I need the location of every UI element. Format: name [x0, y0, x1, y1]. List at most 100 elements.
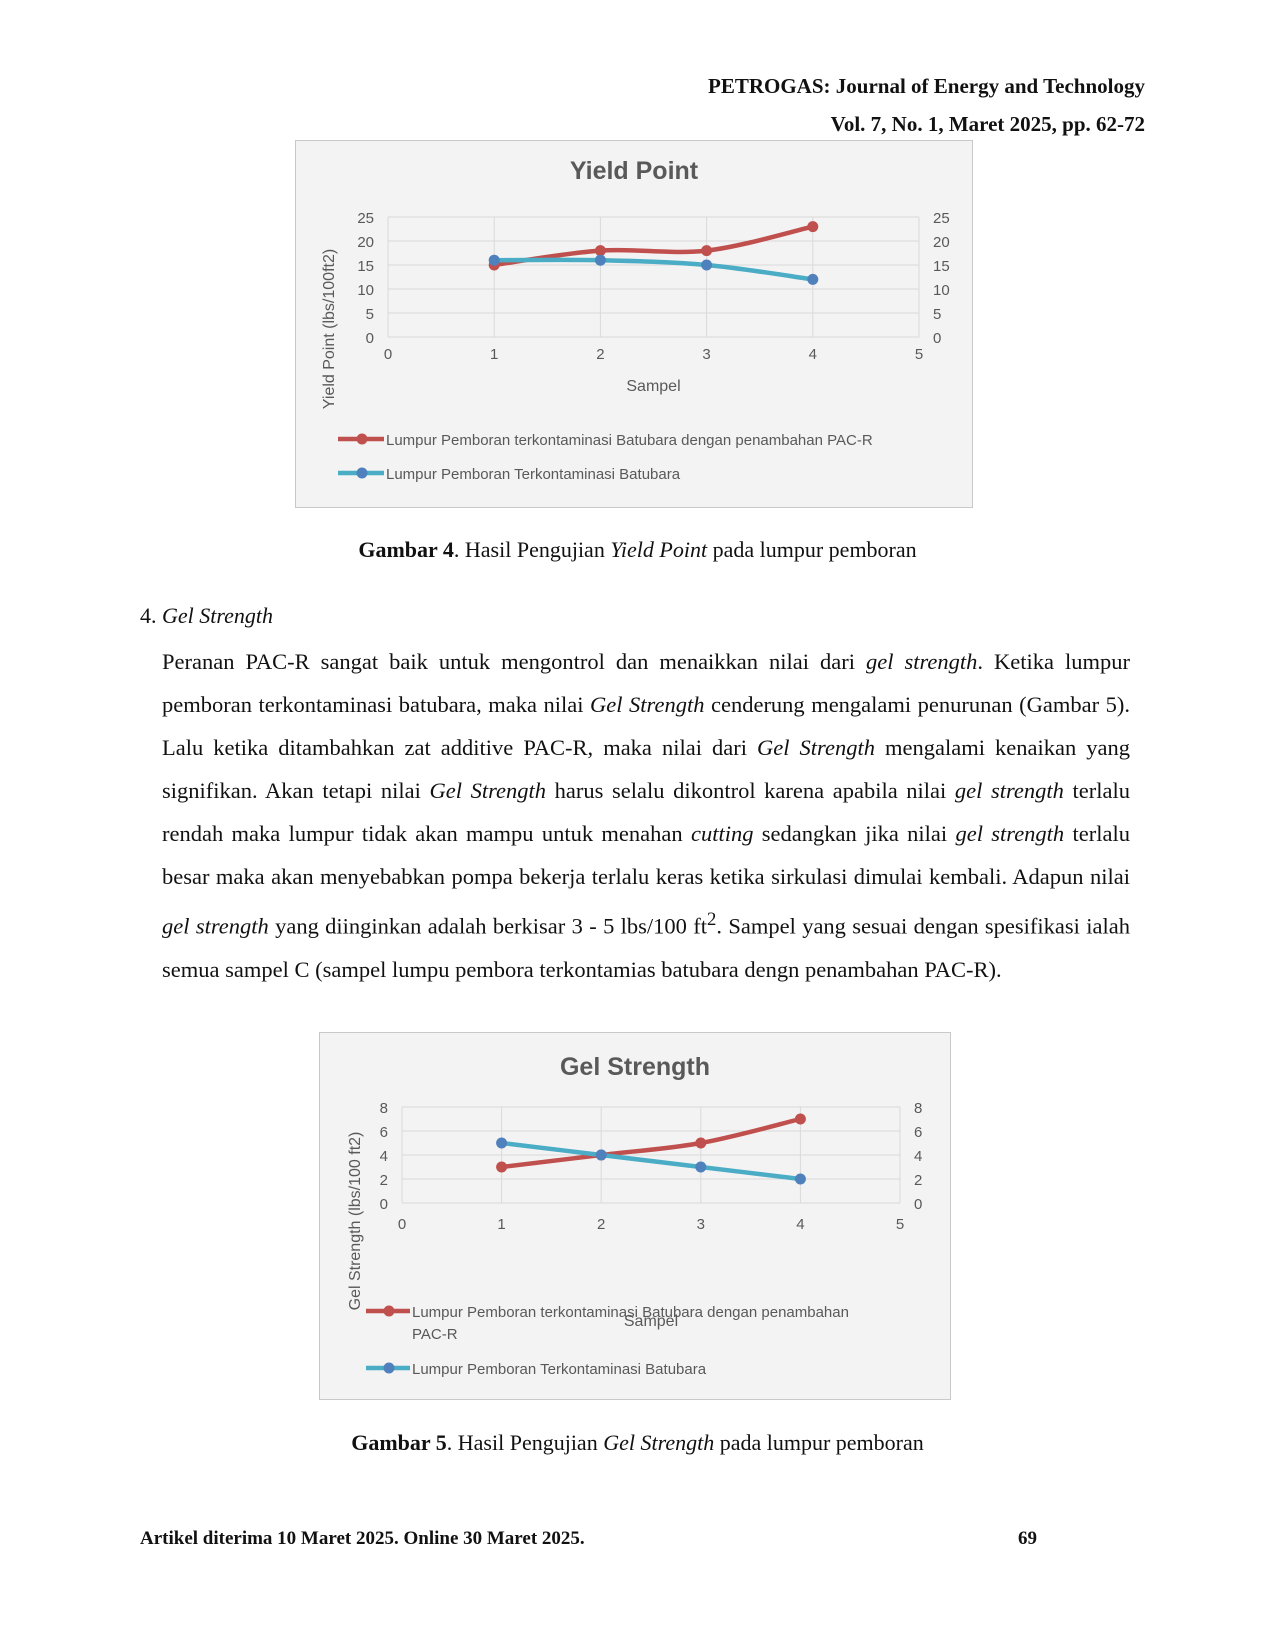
figure-5-caption-end: pada lumpur pemboran [714, 1430, 924, 1455]
x-tick-label: 5 [915, 346, 923, 363]
x-tick-label: 4 [796, 1216, 804, 1233]
para-text: . Sampel yang sesuai dengan spesifikasi … [162, 913, 1130, 982]
data-point [807, 273, 819, 285]
y-tick-label: 10 [357, 282, 374, 299]
secondary-y-tick-label: 8 [914, 1100, 922, 1117]
para-text: terlalu besar maka akan menyebabkan pomp… [162, 821, 1130, 889]
para-italic: Gel Strength [429, 778, 547, 803]
gel-strength-chart-svg: Gel Strength 0 2 4 6 8 0 2 4 6 8 0 1 2 3 4 5 Sampel Gel St… [347, 1053, 922, 1378]
x-tick-label: 1 [497, 1216, 505, 1233]
journal-volume: Vol. 7, No. 1, Maret 2025, pp. 62-72 [830, 112, 1145, 136]
para-superscript: 2 [707, 909, 717, 930]
series-line [501, 1140, 801, 1182]
y-tick-label: 5 [366, 306, 374, 323]
legend-label: Lumpur Pemboran Terkontaminasi Batubara [386, 466, 681, 483]
para-text: terlalu rendah maka lumpur tidak akan ma… [162, 778, 1130, 846]
figure-5-caption-italic: Gel Strength [603, 1430, 715, 1455]
y-tick-label: 20 [357, 234, 374, 251]
data-point [594, 245, 606, 257]
figure-4-caption-italic: Yield Point [610, 537, 708, 562]
section-title: Gel Strength [162, 603, 273, 628]
figure-4-caption: Gambar 4. Hasil Pengujian Yield Point pa… [0, 537, 1275, 563]
series-line [494, 257, 814, 282]
secondary-y-tick-label: 10 [933, 282, 950, 299]
legend-label: Lumpur Pemboran Terkontaminasi Batubara [412, 1361, 707, 1378]
para-text: Peranan PAC-R sangat baik untuk mengontr… [162, 649, 866, 674]
yield-point-chart: Yield Point 0 5 10 15 20 25 0 5 10 15 20 25 0 1 2 3 4 5 Sam… [295, 140, 973, 508]
para-italic: Gel Strength [590, 692, 705, 717]
gel-strength-chart: Gel Strength 0 2 4 6 8 0 2 4 6 8 0 1 2 3 4 5 Sampel Gel St… [319, 1032, 951, 1400]
series-line [501, 1116, 801, 1170]
legend-marker [383, 1305, 395, 1317]
x-tick-label: 2 [596, 346, 604, 363]
figure-4-caption-end: pada lumpur pemboran [707, 537, 917, 562]
y-tick-label: 4 [380, 1148, 388, 1165]
data-point [807, 221, 819, 233]
secondary-y-tick-label: 4 [914, 1148, 922, 1165]
section-heading: 4. Gel Strength [140, 603, 273, 629]
secondary-y-tick-label: 20 [933, 234, 950, 251]
y-tick-label: 25 [357, 210, 374, 227]
y-tick-label: 8 [380, 1100, 388, 1117]
y-axis-label: Gel Strength (lbs/100 ft2) [347, 1132, 364, 1311]
legend-marker [356, 467, 368, 479]
figure-5-label: Gambar 5 [351, 1430, 447, 1455]
data-point [695, 1137, 707, 1149]
footer-article-dates: Artikel diterima 10 Maret 2025. Online 3… [140, 1528, 585, 1549]
para-text: harus selalu dikontrol karena apabila ni… [546, 778, 955, 803]
page-number: 69 [1018, 1528, 1037, 1549]
para-italic: cutting [690, 821, 754, 846]
section-number: 4. [140, 603, 162, 628]
data-point [594, 254, 606, 266]
para-text: . Ketika lumpur pemboran terkontaminasi … [162, 649, 1130, 717]
x-axis-label: Sampel [626, 378, 680, 395]
x-tick-label: 0 [398, 1216, 406, 1233]
secondary-y-tick-label: 6 [914, 1124, 922, 1141]
journal-title: PETROGAS: Journal of Energy and Technolo… [708, 74, 1145, 98]
y-tick-label: 2 [380, 1172, 388, 1189]
y-tick-label: 0 [366, 330, 374, 347]
legend-label: PAC-R [412, 1326, 458, 1343]
legend-label: Lumpur Pemboran terkontaminasi Batubara … [386, 432, 873, 449]
x-tick-label: 4 [809, 346, 817, 363]
secondary-y-tick-label: 2 [914, 1172, 922, 1189]
figure-4-caption-text: . Hasil Pengujian [453, 537, 611, 562]
chart-title: Yield Point [570, 157, 699, 185]
y-tick-label: 15 [357, 258, 374, 275]
x-tick-label: 3 [697, 1216, 705, 1233]
para-text: sedangkan jika nilai [753, 821, 956, 846]
figure-5-caption-text: . Hasil Pengujian [446, 1430, 604, 1455]
secondary-y-tick-label: 25 [933, 210, 950, 227]
data-point [794, 1173, 806, 1185]
data-point [496, 1161, 508, 1173]
x-tick-label: 2 [597, 1216, 605, 1233]
secondary-y-tick-label: 0 [914, 1196, 922, 1213]
y-tick-label: 6 [380, 1124, 388, 1141]
data-point [695, 1161, 707, 1173]
para-italic: gel strength [866, 649, 978, 674]
data-point [794, 1113, 806, 1125]
data-point [701, 245, 713, 257]
figure-5-caption: Gambar 5. Hasil Pengujian Gel Strength p… [0, 1430, 1275, 1456]
data-point [488, 254, 500, 266]
y-axis-label: Yield Point (lbs/100ft2) [321, 249, 338, 409]
para-italic: gel strength [954, 778, 1064, 803]
para-italic: Gel Strength [757, 735, 875, 760]
chart-title: Gel Strength [560, 1053, 710, 1081]
data-point [701, 259, 713, 271]
data-point [496, 1137, 508, 1149]
secondary-y-tick-label: 0 [933, 330, 941, 347]
legend-marker [356, 433, 368, 445]
data-point [595, 1149, 607, 1161]
legend-marker [383, 1362, 395, 1374]
x-tick-label: 3 [702, 346, 710, 363]
para-text: mengalami kenaikan yang signifikan. Akan… [162, 735, 1130, 803]
secondary-y-tick-label: 15 [933, 258, 950, 275]
para-text: cenderung mengalami penurunan (Gambar 5)… [162, 692, 1130, 760]
para-italic: gel strength [955, 821, 1065, 846]
legend-label: Lumpur Pemboran terkontaminasi Batubara … [412, 1304, 849, 1321]
para-text: yang diinginkan adalah berkisar 3 - 5 lb… [268, 913, 708, 939]
x-tick-label: 5 [896, 1216, 904, 1233]
x-tick-label: 0 [384, 346, 392, 363]
x-tick-label: 1 [490, 346, 498, 363]
